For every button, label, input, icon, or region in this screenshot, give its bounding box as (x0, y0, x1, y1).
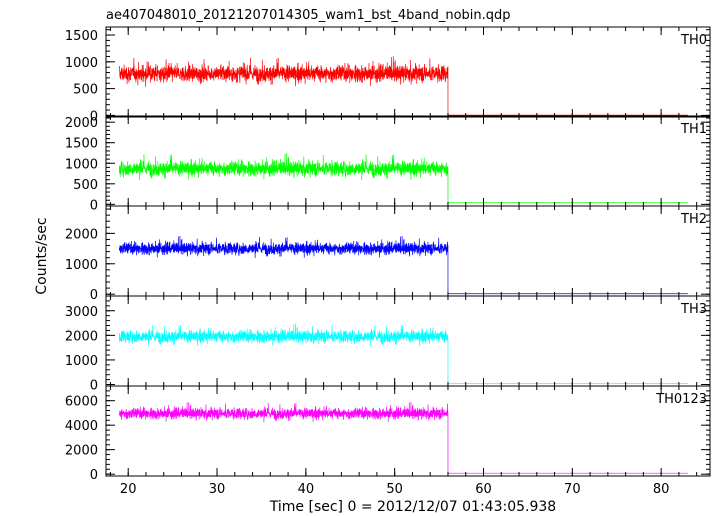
series-th1-line (118, 153, 688, 204)
x-tick-label: 30 (209, 482, 226, 497)
y-tick-label: 1500 (65, 137, 98, 152)
panel-frame (105, 26, 711, 118)
x-tick-label: 80 (653, 482, 670, 497)
chart-title: ae407048010_20121207014305_wam1_bst_4ban… (106, 8, 511, 23)
panel-label-th0123: TH0123 (655, 392, 707, 407)
x-tick-label: 40 (298, 482, 315, 497)
y-tick-label: 0 (90, 198, 98, 213)
y-tick-label: 2000 (65, 227, 98, 242)
y-tick-label: 1000 (65, 354, 98, 369)
y-tick-label: 1500 (65, 29, 98, 44)
y-tick-label: 0 (90, 379, 98, 394)
x-tick-label: 60 (475, 482, 492, 497)
y-tick-label: 0 (90, 109, 98, 124)
panel-label-th1: TH1 (680, 122, 707, 137)
panel-th0123: 0 2000 4000 6000 TH0123 (65, 385, 711, 483)
panel-frame (105, 115, 711, 207)
panel-th0: 0 500 1000 1500 TH0 (65, 26, 711, 124)
series-th0123-line (118, 402, 688, 474)
panel-frame (105, 385, 711, 477)
x-axis: 20 30 40 50 60 70 80 (120, 482, 669, 497)
panels-group: 0 500 1000 1500 TH0 0 500 1000 1500 2000 TH1 0 1000 2… (65, 26, 711, 483)
y-tick-label: 4000 (65, 419, 98, 434)
y-tick-label: 1000 (65, 157, 98, 172)
y-tick-label: 0 (90, 288, 98, 303)
y-tick-label: 6000 (65, 395, 98, 410)
y-tick-label: 500 (73, 83, 98, 98)
panel-label-th0: TH0 (680, 33, 707, 48)
series-th3-line (118, 323, 688, 384)
panel-label-th2: TH2 (680, 212, 707, 227)
panel-label-th3: TH3 (680, 302, 707, 317)
y-tick-label: 2000 (65, 329, 98, 344)
x-tick-label: 20 (120, 482, 137, 497)
y-tick-label: 500 (73, 178, 98, 193)
x-tick-label: 70 (564, 482, 581, 497)
series-th2-line (118, 236, 688, 295)
y-tick-label: 2000 (65, 444, 98, 459)
x-tick-label: 50 (386, 482, 403, 497)
panel-th3: 0 1000 2000 3000 TH3 (65, 295, 711, 394)
panel-th1: 0 500 1000 1500 2000 TH1 (65, 115, 711, 213)
y-axis-label: Counts/sec (34, 217, 50, 294)
y-tick-label: 2000 (65, 116, 98, 131)
panel-th2: 0 1000 2000 TH2 (65, 205, 711, 303)
y-tick-label: 3000 (65, 305, 98, 320)
x-axis-label: Time [sec] 0 = 2012/12/07 01:43:05.938 (269, 499, 556, 515)
series-th0-line (118, 56, 688, 116)
y-tick-label: 0 (90, 468, 98, 483)
y-tick-label: 1000 (65, 258, 98, 273)
y-tick-label: 1000 (65, 56, 98, 71)
panel-frame (105, 295, 711, 387)
